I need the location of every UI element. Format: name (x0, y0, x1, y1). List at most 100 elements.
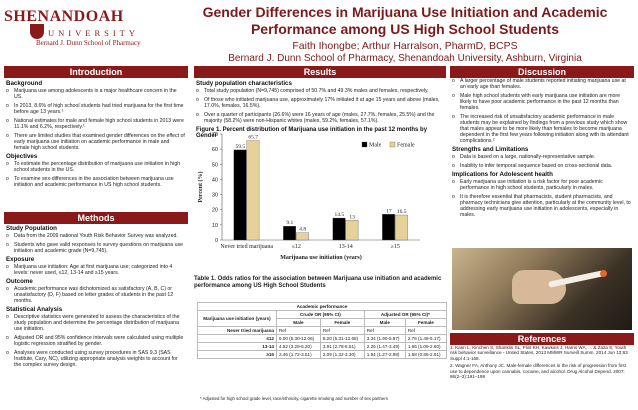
x-tick-label: 13-14 (339, 244, 353, 250)
table-caption: Table 1. Odds ratios for the association… (194, 276, 442, 289)
bar-male (382, 214, 395, 241)
discussion-section: A larger percentage of male students rep… (452, 78, 632, 221)
table-cell: 2.26 (1.47-3.49) (363, 342, 406, 351)
discussion-header: Discussion (450, 66, 634, 78)
x-tick-label: ≤12 (292, 244, 301, 250)
table-cell: 4.52 (3.29-6.20) (275, 342, 321, 351)
row-label: 13-14 (197, 342, 277, 351)
data-label: 13 (349, 214, 355, 220)
list-item: Marijuana use among adolescents is a maj… (6, 88, 186, 100)
y-tick-label: 50 (212, 162, 218, 168)
statistical-analysis-heading: Statistical Analysis (6, 306, 63, 313)
population-characteristics-heading: Study population characteristics (196, 80, 292, 87)
bar-female (246, 140, 260, 241)
list-item: Descriptive statistics were generated to… (6, 314, 186, 332)
study-population-heading: Study Population (6, 225, 57, 232)
marijuana-photo (452, 248, 632, 330)
row-label: ≤12 (197, 334, 277, 343)
methods-section: Study Population Data from the 2009 nati… (6, 223, 186, 371)
strengths-heading: Strengths and Limitations (452, 146, 529, 153)
affiliation: Bernard J. Dunn School of Pharmacy, Shen… (228, 53, 582, 64)
legend-label: Female (397, 143, 415, 149)
y-tick-label: 70 (212, 132, 218, 138)
bar-female (296, 232, 309, 241)
logo-name: SHENANDOAH (4, 8, 124, 25)
logo-school: Bernard J. Dunn School of Pharmacy (36, 39, 141, 47)
y-tick-label: 10 (212, 223, 218, 229)
data-label: 65.7 (248, 135, 258, 141)
list-item: Data from the 2009 national Youth Risk B… (6, 233, 186, 239)
list-item: Marijuana use initiation: Age at first m… (6, 264, 186, 276)
table-cell: Ref (363, 326, 406, 335)
authors: Faith Ihongbe; Arthur Harralson, PharmD,… (292, 40, 518, 52)
poster-title: Gender Differences in Marijuana Use Init… (176, 4, 634, 38)
list-item: To estimate the percentage distribution … (6, 161, 186, 173)
table-cell: 2.76 (1.48-5.17) (404, 334, 448, 343)
odds-ratio-table: Academic performance Marijuana use initi… (197, 302, 448, 359)
list-item: Total study population (N=9,745) compris… (196, 88, 444, 94)
list-item: A larger percentage of male students rep… (452, 78, 632, 90)
sub-header-female: Female (319, 318, 365, 327)
bar-chart: 0 10 20 30 40 50 60 70 Percent (%) 59.565.7 Never … (197, 132, 420, 261)
row-label: ≥15 (197, 350, 277, 359)
exposure-heading: Exposure (6, 256, 35, 263)
figure-caption: Figure 1. Percent distribution of Mariju… (196, 127, 428, 139)
list-item: Over a quarter of participants (26.6%) w… (196, 112, 444, 124)
shield-icon (30, 24, 44, 39)
table-cell: 1.94 (1.27-2.98) (363, 350, 406, 359)
outcome-heading: Outcome (6, 278, 33, 285)
introduction-section: Background Marijuana use among adolescen… (6, 78, 186, 191)
y-tick-label: 20 (212, 208, 218, 214)
table-cell: 2.09 (1.32-3.30) (319, 350, 365, 359)
col-header-crude: Crude OR (95% CI) (275, 310, 365, 319)
bar-female (345, 220, 359, 241)
methods-header: Methods (4, 212, 188, 224)
list-item: Early marijuana use initiation is a risk… (452, 179, 632, 191)
y-tick-label: 40 (212, 177, 218, 183)
y-tick-label: 0 (215, 238, 218, 244)
data-label: 9.1 (286, 220, 293, 226)
table-cell: 1.66 (1.09-2.60) (404, 342, 448, 351)
reference-item: 1. Kann L, Kinchen S, Shanklin SL, Flint… (450, 345, 628, 361)
table-row: ≥15 2.46 (1.72-3.51) 2.09 (1.32-3.30) 1.… (197, 350, 448, 359)
x-tick-label: Never tried marijuana (220, 244, 273, 250)
table-cell: 6.00 (5.30-12.06) (275, 334, 321, 343)
bar-female (395, 214, 408, 241)
legend-swatch-male (361, 141, 368, 148)
data-label: 59.5 (236, 144, 246, 150)
table-row: 13-14 4.52 (3.29-6.20) 3.91 (2.78-5.51) … (197, 342, 448, 351)
list-item: In 2013, 8.6% of high school students ha… (6, 103, 186, 115)
table-cell: Ref (404, 326, 448, 335)
y-tick-label: 60 (212, 147, 218, 153)
title-line-1: Gender Differences in Marijuana Use Init… (202, 4, 608, 20)
list-item: Adjusted OR and 95% confidence intervals… (6, 335, 186, 347)
data-label: 14.5 (335, 212, 345, 218)
list-item: National estimates for male and female h… (6, 118, 186, 130)
title-line-2: Performance among US High School Student… (250, 21, 560, 37)
introduction-header: Introduction (4, 66, 188, 78)
university-logo: SHENANDOAH UNIVERSITY Bernard J. Dunn Sc… (4, 6, 174, 52)
bar-male (233, 149, 247, 241)
results-section: Study population characteristics Total s… (196, 78, 444, 140)
table-cell: Ref (319, 326, 365, 335)
results-header: Results (194, 66, 446, 78)
background-heading: Background (6, 80, 43, 87)
data-label: 4.8 (299, 227, 306, 233)
table-cell: 2.46 (1.72-3.51) (275, 350, 321, 359)
logo-university: UNIVERSITY (48, 28, 139, 38)
table-row: Never tried marijuana Ref Ref Ref Ref (197, 326, 448, 335)
legend-swatch-female (389, 141, 396, 148)
reference-item: 2. Wagner FA, Anthony JC. Male-female di… (450, 363, 626, 380)
col-header-adjusted: Adjusted OR (95% CI)* (363, 310, 448, 319)
list-item: Male high school students with early mar… (452, 93, 632, 111)
table-cell: 8.20 (5.31-12.68) (319, 334, 365, 343)
list-item: Academic performance was dichotomized as… (6, 286, 186, 304)
list-item: The increased risk of unsatisfactory aca… (452, 114, 632, 144)
data-label: 17 (386, 208, 392, 214)
table-group-header: Academic performance (197, 302, 447, 311)
data-label: 16.5 (397, 209, 407, 215)
x-tick-label: ≥15 (391, 244, 400, 250)
bar-male (283, 226, 296, 241)
list-item: It is therefore essential that pharmacis… (452, 194, 632, 218)
list-item: Students who gave valid responses to sur… (6, 242, 186, 254)
